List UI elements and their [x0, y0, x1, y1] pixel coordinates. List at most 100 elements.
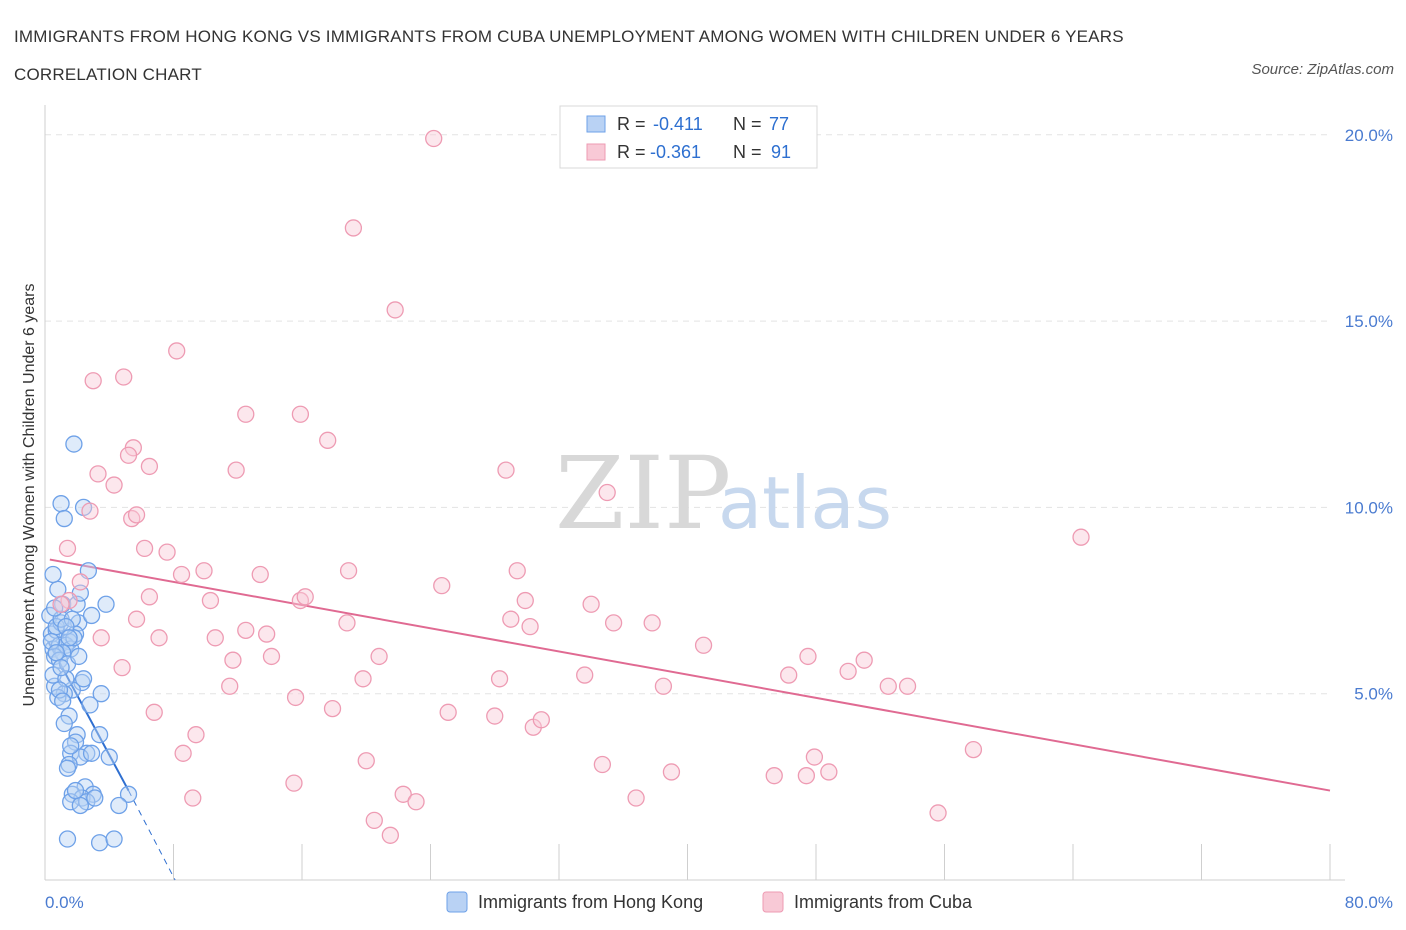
legend-n-value-1: 91 [771, 142, 791, 162]
hongkong-point-49 [71, 796, 89, 815]
cuba-point-12 [105, 476, 123, 494]
cuba-point-21 [58, 539, 77, 558]
cuba-point-27 [339, 562, 358, 580]
cuba-point-76 [662, 763, 681, 781]
cuba-point-44 [643, 614, 661, 632]
cuba-point-46 [150, 629, 168, 647]
cuba-point-30 [172, 565, 191, 584]
hongkong-point-9 [44, 565, 62, 584]
hongkong-point-71 [57, 617, 75, 636]
hongkong-point-51 [58, 830, 77, 848]
cuba-point-85 [407, 793, 425, 811]
hongkong-point-52 [90, 834, 109, 852]
legend-r-label-1: R = [617, 142, 646, 162]
cuba-point-63 [576, 666, 594, 684]
cuba-point-8 [319, 431, 337, 449]
cuba-point-13 [89, 465, 107, 483]
x-tick-label-0: 0.0% [45, 893, 84, 912]
cuba-point-7 [291, 405, 310, 423]
x-tick-labels: 0.0% 80.0% [45, 893, 1393, 912]
hongkong-point-76 [52, 658, 70, 677]
cuba-point-33 [201, 591, 220, 610]
hongkong-point-18 [82, 606, 101, 625]
hongkong-point-15 [97, 595, 115, 613]
axes [44, 105, 1345, 881]
cuba-point-59 [113, 658, 131, 677]
legend-swatch-bottom-hongkong [446, 891, 468, 913]
cuba-point-41 [502, 610, 520, 628]
legend-n-label-1: N = [733, 142, 762, 162]
cuba-point-34 [516, 591, 534, 610]
hongkong-point-12 [65, 435, 83, 453]
cuba-point-35 [582, 595, 600, 613]
cuba-point-37 [508, 562, 526, 580]
cuba-point-49 [92, 629, 110, 647]
hongkong-point-69 [66, 781, 85, 800]
legend-swatch-hongkong [586, 115, 606, 133]
legend-swatch-bottom-cuba [762, 891, 784, 913]
hongkong-point-41 [58, 759, 77, 777]
y-tick-label-0: 5.0% [1354, 685, 1393, 704]
cuba-point-65 [780, 666, 798, 684]
cuba-trend-line [49, 558, 1331, 792]
cuba-point-87 [805, 748, 824, 766]
legend-r-value-1: -0.361 [650, 142, 701, 162]
cuba-point-5 [115, 368, 133, 386]
cuba-point-86 [627, 789, 645, 807]
cuba-point-81 [285, 774, 303, 792]
cuba-point-31 [60, 591, 78, 610]
hongkong-point-65 [74, 670, 93, 688]
hongkong-point-68 [82, 744, 101, 762]
x-tick-label-1: 80.0% [1345, 893, 1393, 912]
cuba-point-70 [486, 707, 504, 725]
cuba-point-50 [224, 651, 242, 669]
cuba-point-72 [532, 711, 550, 729]
cuba-point-24 [71, 573, 89, 591]
cuba-point-29 [296, 588, 314, 606]
legend-n-value-0: 77 [769, 114, 789, 134]
hongkong-point-32 [55, 714, 73, 733]
cuba-point-57 [898, 677, 917, 695]
hongkong-point-29 [92, 685, 110, 703]
hongkong-point-64 [50, 681, 69, 699]
cuba-point-1 [344, 219, 363, 237]
y-tick-label-2: 15.0% [1345, 312, 1393, 331]
cuba-point-84 [184, 789, 202, 807]
cuba-point-74 [357, 752, 375, 770]
hongkong-point-67 [62, 737, 80, 755]
cuba-point-60 [221, 677, 239, 695]
hongkong-point-34 [90, 726, 109, 744]
legend-r-value-0: -0.411 [653, 114, 703, 134]
hongkong-point-38 [100, 748, 118, 766]
hongkong-point-66 [54, 692, 72, 710]
y-tick-labels: 5.0% 10.0% 15.0% 20.0% [1345, 126, 1393, 704]
cuba-point-11 [140, 457, 159, 476]
cuba-point-4 [84, 372, 102, 390]
cuba-point-15 [497, 461, 515, 479]
cuba-point-62 [490, 670, 509, 688]
cuba-point-14 [119, 446, 138, 464]
legend-label-cuba: Immigrants from Cuba [794, 892, 973, 912]
cuba-point-26 [251, 565, 269, 584]
cuba-point-68 [439, 703, 457, 721]
cuba-point-64 [654, 677, 673, 695]
cuba-point-22 [135, 539, 154, 558]
legend-label-hongkong: Immigrants from Hong Kong [478, 892, 703, 912]
hongkong-point-53 [105, 830, 123, 848]
watermark-zip: ZIP [555, 435, 731, 552]
legend-r-label-0: R = [617, 114, 646, 134]
hongkong-trend-extension [128, 790, 176, 881]
y-tick-label-3: 20.0% [1345, 126, 1393, 145]
cuba-point-52 [370, 647, 388, 666]
cuba-point-67 [323, 699, 342, 718]
cuba-point-38 [52, 595, 70, 613]
hongkong-trend-line [47, 641, 130, 792]
hongkong-point-10 [52, 495, 70, 513]
hongkong-point-58 [70, 647, 88, 666]
chart-source: Source: ZipAtlas.com [1251, 61, 1394, 78]
cuba-point-18 [81, 502, 99, 520]
y-axis-label: Unemployment Among Women with Children U… [21, 283, 38, 706]
cuba-point-90 [381, 826, 399, 844]
hongkong-point-11 [55, 509, 73, 528]
